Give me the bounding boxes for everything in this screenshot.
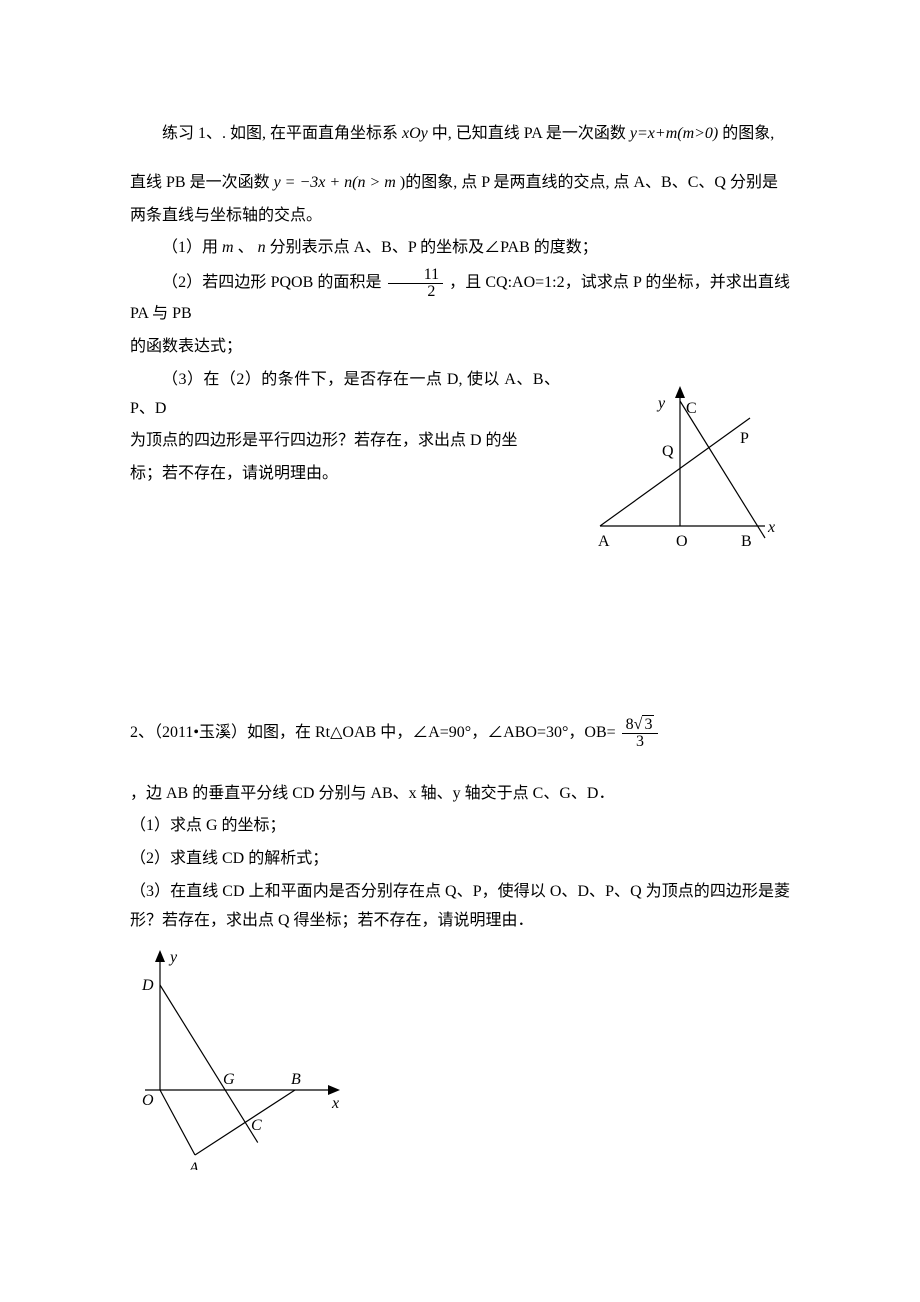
- p2-num-8: 8: [626, 716, 634, 733]
- svg-text:C: C: [686, 400, 697, 417]
- svg-text:O: O: [142, 1092, 154, 1109]
- p2-q2: （2）求直线 CD 的解析式；: [130, 845, 790, 874]
- p1-q1-suffix: 分别表示点 A、B、P 的坐标及∠PAB 的度数；: [266, 239, 598, 256]
- svg-text:G: G: [223, 1071, 235, 1088]
- svg-text:C: C: [251, 1117, 262, 1134]
- svg-text:x: x: [331, 1095, 339, 1112]
- p1-l1-eq: y=x+m(m>0): [630, 125, 718, 142]
- problem-1: 练习 1、. 如图, 在平面直角坐标系 xOy 中, 已知直线 PA 是一次函数…: [130, 120, 790, 577]
- svg-text:Q: Q: [662, 443, 674, 460]
- p1-l1-mid: 中, 已知直线 PA 是一次函数: [428, 125, 630, 142]
- p2-q3: （3）在直线 CD 上和平面内是否分别存在点 Q、P，使得以 O、D、P、Q 为…: [130, 878, 790, 936]
- p2-svg: yD O G Bx A C: [130, 940, 360, 1170]
- p1-line2: 直线 PB 是一次函数 y = −3x + n(n > m )的图象, 点 P …: [130, 169, 790, 198]
- p1-q1-mid: 、: [234, 239, 258, 256]
- svg-text:y: y: [168, 949, 178, 966]
- p2-l1-prefix: 2、（2011•玉溪）如图，在 Rt△OAB 中，∠A=90°，∠ABO=30°…: [130, 724, 620, 741]
- p1-q2-prefix: （2）若四边形 PQOB 的面积是: [162, 274, 386, 291]
- p2-sqrt-rad: 3: [642, 715, 654, 733]
- p2-line2: ，边 AB 的垂直平分线 CD 分别与 AB、x 轴、y 轴交于点 C、G、D．: [130, 780, 790, 809]
- svg-text:P: P: [740, 430, 749, 447]
- p2-q1: （1）求点 G 的坐标；: [130, 812, 790, 841]
- svg-text:x: x: [767, 519, 775, 536]
- p1-l2-prefix: 直线 PB 是一次函数: [130, 174, 274, 191]
- p1-q2-line2: 的函数表达式；: [130, 333, 790, 362]
- p1-svg: y C Q P A O Bx: [570, 366, 790, 566]
- p2-den: 3: [622, 734, 659, 750]
- p2-diagram: yD O G Bx A C: [130, 940, 790, 1181]
- p1-line3: 两条直线与坐标轴的交点。: [130, 202, 790, 231]
- p1-l1-prefix: 练习 1、. 如图, 在平面直角坐标系: [162, 125, 402, 142]
- p1-q1: （1）用 m 、 n 分别表示点 A、B、P 的坐标及∠PAB 的度数；: [130, 234, 790, 263]
- svg-text:A: A: [598, 533, 610, 550]
- p1-l2-eq: y = −3x + n(n > m: [274, 174, 396, 191]
- p2-sqrt: √3: [634, 717, 655, 733]
- p1-diagram: y C Q P A O Bx: [570, 366, 790, 577]
- p1-q1-n: n: [258, 239, 266, 256]
- p1-q1-prefix: （1）用: [162, 239, 222, 256]
- p1-q3-wrap: yCQPAOBx （3）在（2）的条件下，是否存在一点 D, 使以 A、B、P、…: [130, 366, 790, 577]
- svg-text:O: O: [676, 533, 688, 550]
- svg-text:A: A: [188, 1160, 199, 1170]
- p1-q2-den: 2: [388, 284, 443, 300]
- p1-l1-suffix: 的图象,: [718, 125, 774, 142]
- p1-line1: 练习 1、. 如图, 在平面直角坐标系 xOy 中, 已知直线 PA 是一次函数…: [130, 120, 790, 149]
- p1-q2: （2）若四边形 PQOB 的面积是 112 ，且 CQ:AO=1:2，试求点 P…: [130, 267, 790, 329]
- p1-l1-xoy: xOy: [402, 125, 428, 142]
- svg-text:B: B: [741, 533, 752, 550]
- p2-line1: 2、（2011•玉溪）如图，在 Rt△OAB 中，∠A=90°，∠ABO=30°…: [130, 717, 790, 750]
- p1-q2-frac: 112: [388, 267, 443, 300]
- spacer-1: [130, 577, 790, 717]
- p1-q1-m: m: [222, 239, 234, 256]
- svg-text:B: B: [291, 1071, 301, 1088]
- p2-frac: 8√33: [622, 717, 659, 750]
- problem-2: 2、（2011•玉溪）如图，在 Rt△OAB 中，∠A=90°，∠ABO=30°…: [130, 717, 790, 1181]
- p2-num: 8√3: [622, 717, 659, 734]
- svg-text:D: D: [141, 977, 154, 994]
- p1-l2-suffix: )的图象, 点 P 是两直线的交点, 点 A、B、C、Q 分别是: [396, 174, 778, 191]
- svg-text:y: y: [656, 395, 666, 412]
- p1-q2-num: 11: [388, 267, 443, 284]
